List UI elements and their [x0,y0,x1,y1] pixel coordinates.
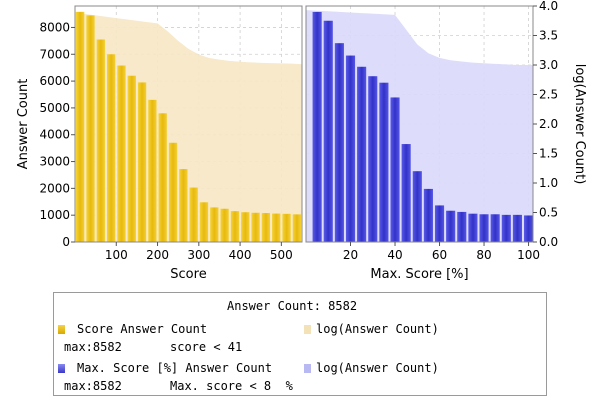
histogram-bar [158,113,167,242]
histogram-bar [390,97,400,242]
y-tick-label: 6000 [39,74,70,88]
y-axis-title: log(Answer Count) [572,64,587,185]
y-tick-label: 2.5 [539,88,558,102]
y-tick-label: 3.0 [539,58,558,72]
histogram-bar [282,213,291,242]
max-score-panel: 20 40 60 80 1000.0 0.5 1.0 1.5 2.0 2.5 3.0 3.5 4.0 Ma… [305,0,587,282]
x-tick-label: 200 [146,248,169,262]
histogram-bar [137,82,147,242]
y-tick-label: 0 [62,235,70,249]
y-tick-label: 3000 [39,155,70,169]
histogram-bar [106,54,116,242]
legend-score-condition: score < 41 [170,340,243,354]
histogram-bar [401,144,411,242]
histogram-bar [379,82,389,242]
legend-max-score-area-label: log(Answer Count) [316,361,439,375]
histogram-bar [479,214,489,242]
score-bars-swatch [58,325,65,334]
x-tick-label: 100 [517,248,540,262]
score-panel: 100 200 300 400 5000100020003000400050006000… [16,5,303,282]
histogram-bar [241,212,250,242]
legend: Answer Count: 8582 Score Answer Count lo… [53,292,547,396]
histogram-bar [501,214,511,242]
y-tick-label: 8000 [39,20,70,34]
histogram-bar [179,169,188,242]
y-tick-label: 1000 [39,208,70,222]
legend-max-score-max: max:8582 [64,379,122,393]
histogram-bar [323,20,333,242]
histogram-bar [368,76,378,243]
legend-score-area-label: log(Answer Count) [316,322,439,336]
y-tick-label: 5000 [39,101,70,115]
histogram-bar [457,211,467,242]
y-tick-label: 1.5 [539,147,558,161]
histogram-bar [199,202,209,242]
y-tick-label: 2000 [39,181,70,195]
histogram-bar [446,210,456,242]
histogram-bar [490,214,500,242]
histogram-bar [261,213,271,242]
histogram-bar [148,99,157,242]
score-area-swatch [304,325,311,334]
x-axis-title: Max. Score [%] [370,267,468,282]
histogram-bar [220,208,229,242]
histogram-bar [423,188,433,242]
histogram-bar [96,39,105,242]
histogram-bar [189,187,198,242]
legend-max-score-label: Max. Score [%] Answer Count [77,361,273,375]
x-tick-label: 20 [343,248,358,262]
x-tick-label: 100 [105,248,128,262]
y-tick-label: 4.0 [539,0,558,13]
histogram-bar [512,214,522,242]
x-tick-label: 40 [387,248,402,262]
y-tick-label: 1.0 [539,176,558,190]
x-tick-label: 60 [432,248,447,262]
chart-area: 100 200 300 400 5000100020003000400050006000… [16,0,587,282]
y-tick-label: 0.0 [539,235,558,249]
y-tick-label: 2.0 [539,117,558,131]
histogram-bar [523,215,534,242]
y-tick-label: 3.5 [539,29,558,43]
histogram-bar [312,11,322,243]
max-score-bars-swatch [58,364,65,373]
histogram-bar [251,212,260,242]
x-tick-label: 300 [187,248,210,262]
histogram-bar [210,207,219,242]
histogram-bar [412,171,422,242]
legend-max-score-condition: Max. score < 8 % [170,379,293,393]
histogram-bar [434,205,445,242]
x-tick-label: 80 [476,248,491,262]
histogram-bar [127,75,136,243]
histogram-bar [357,66,367,243]
y-tick-label: 0.5 [539,206,558,220]
histogram-bar [272,213,281,242]
x-tick-label: 500 [270,248,293,262]
legend-title: Answer Count: 8582 [227,299,358,313]
histogram-bar [168,142,178,242]
y-axis-title: Answer Count [16,79,31,170]
histogram-bar [86,15,95,242]
histogram-bar [76,11,85,243]
legend-score-max: max:8582 [64,340,122,354]
max-score-area-swatch [304,364,311,373]
y-tick-label: 7000 [39,47,70,61]
plot-frame [74,5,303,243]
legend-score-label: Score Answer Count [77,322,208,336]
x-tick-label: 400 [229,248,252,262]
histogram-bar [292,214,301,242]
histogram-bar [117,65,126,242]
histogram-bar [230,211,240,242]
histogram-bar [468,213,478,242]
histogram-bar [345,55,356,243]
x-axis-title: Score [170,267,206,282]
y-tick-label: 4000 [39,128,70,142]
histogram-bar [334,43,344,242]
